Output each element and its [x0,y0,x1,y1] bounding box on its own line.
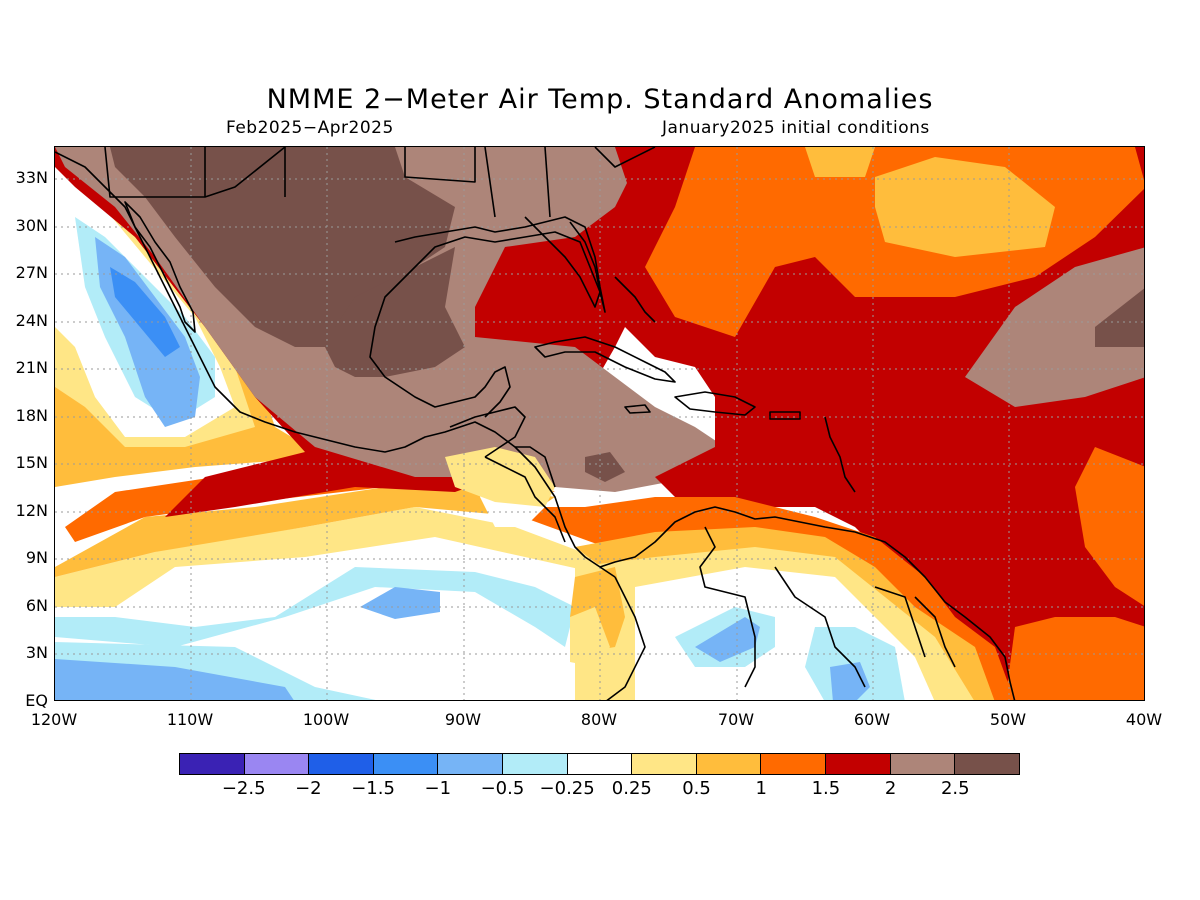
lon-label: 90W [444,710,482,729]
lon-label: 120W [30,710,78,729]
colorbar-tick-label: −2.5 [221,778,266,799]
field-pacific-blue-south [55,659,294,700]
init-conditions-label: January2025 initial conditions [662,118,930,138]
lon-label: 60W [853,710,891,729]
field-mexico-brown-2 [325,247,465,377]
anomaly-field [55,147,1144,700]
colorbar-swatch [438,754,504,774]
field-sa-blue [695,617,760,662]
colorbar-tick-label: 0.25 [611,778,652,799]
field-sa-orange [495,497,1015,700]
colorbar-tick-label: 1 [755,778,767,799]
lat-label: 33N [15,168,48,187]
colorbar-tick-label: −1.5 [351,778,395,799]
field-eastpac-yellow [55,507,615,607]
colorbar-tick-label: −0.5 [480,778,525,799]
field-atlantic-orange-lower [1075,447,1144,606]
map-title: NMME 2−Meter Air Temp. Standard Anomalie… [266,84,934,115]
lat-label: 15N [15,453,48,472]
lon-label: 80W [580,710,618,729]
field-atlantic-lightorange [875,157,1055,257]
field-atlantic-lightorange-small [805,147,875,177]
lon-label: 70W [717,710,755,729]
colorbar-tick-label: −1 [424,778,452,799]
colorbar-swatch [826,754,891,774]
period-label: Feb2025−Apr2025 [226,118,394,138]
lat-label: 30N [15,216,48,235]
lat-label: 6N [25,596,48,615]
colorbar-tick-label: −0.25 [539,778,595,799]
colorbar-swatch [180,754,245,774]
field-pacific-blue-patch [360,587,440,619]
graticule [55,147,1144,700]
lat-label: 18N [15,406,48,425]
lat-label: EQ [25,691,48,710]
field-atlantic-orange-south [1005,617,1144,700]
colorbar-swatch [567,754,633,774]
colorbar-swatch [955,754,1019,774]
lat-label: 9N [25,548,48,567]
lat-label: 3N [25,643,48,662]
lat-label: 27N [15,263,48,282]
colorbar-tick-label: 2 [884,778,897,799]
lat-label: 24N [15,311,48,330]
field-atlantic-rosybrown [965,247,1144,407]
lon-label: 50W [989,710,1027,729]
lon-label: 100W [302,710,350,729]
lon-label: 110W [166,710,214,729]
colorbar-swatch [503,754,568,774]
colorbar-tick-label: 2.5 [940,778,970,799]
colorbar-swatch [761,754,827,774]
lon-label: 40W [1125,710,1163,729]
colorbar-tick-label: 0.5 [682,778,711,799]
anomaly-map [54,146,1145,701]
field-honduras-yellow [445,447,555,507]
colorbar-tick-label: −2 [295,778,322,799]
coastlines [55,147,1016,700]
colorbar-swatch [373,754,439,774]
colorbar-swatch [696,754,762,774]
lat-label: 12N [15,501,48,520]
colorbar-tick-label: 1.5 [811,778,841,799]
colorbar [179,753,1020,775]
colorbar-swatch [632,754,697,774]
field-sa-blue-2 [830,662,870,700]
lat-label: 21N [15,358,48,377]
field-atlantic-brown [1095,288,1144,347]
colorbar-swatch [309,754,374,774]
colorbar-swatch [890,754,956,774]
field-baja-blue-core [110,267,180,357]
colorbar-swatch [244,754,310,774]
field-caribbean-brown-patch [585,452,625,482]
